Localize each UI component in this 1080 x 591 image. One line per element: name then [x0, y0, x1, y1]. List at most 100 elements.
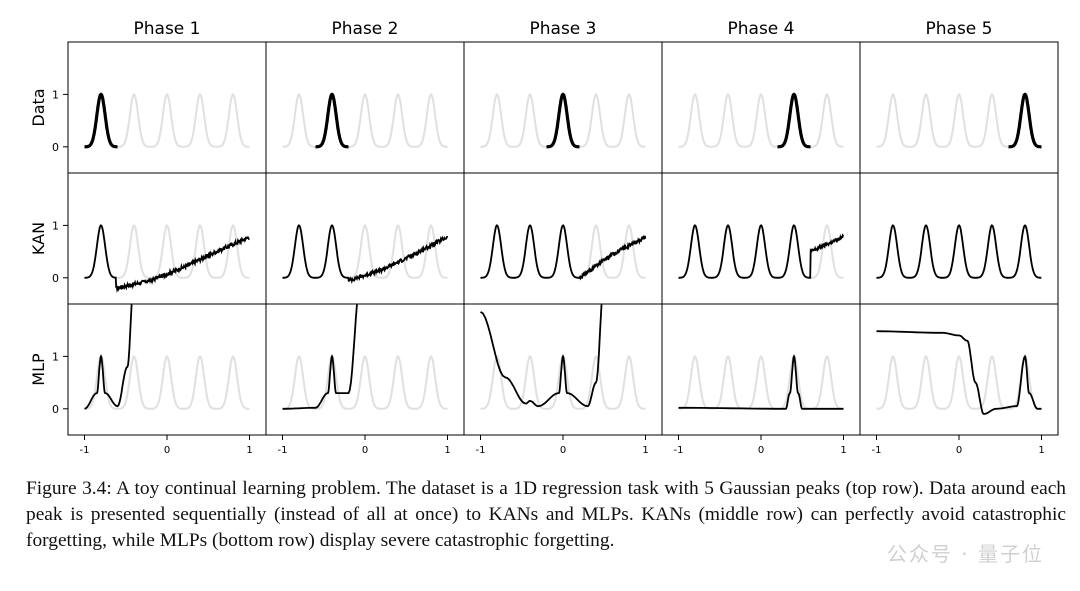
- ground-truth-peak: [744, 355, 778, 410]
- mlp-prediction-line: [480, 304, 603, 408]
- kan-prediction-line: [282, 224, 449, 285]
- x-tick-label: -1: [278, 445, 288, 456]
- ground-truth-peak: [513, 93, 547, 148]
- ground-truth-peak: [942, 224, 976, 279]
- column-title-phase-1: Phase 1: [134, 19, 201, 39]
- panel-kan-phase-5: [876, 224, 1042, 279]
- ground-truth-peak: [150, 355, 184, 410]
- column-title-phase-2: Phase 2: [332, 19, 399, 39]
- ground-truth-peak: [612, 355, 646, 410]
- ground-truth-peak: [480, 224, 514, 279]
- mlp-prediction-line: [876, 330, 1042, 415]
- x-tick-label: 1: [444, 445, 450, 456]
- x-tick-label: 1: [1038, 445, 1044, 456]
- mlp-prediction-line: [84, 304, 133, 410]
- ground-truth-peak: [117, 355, 151, 410]
- x-tick-label: -1: [80, 445, 90, 456]
- ground-truth-peak: [744, 224, 778, 279]
- ground-truth-peak: [183, 355, 217, 410]
- y-tick-label: 1: [52, 219, 59, 232]
- ground-truth-peak: [579, 224, 613, 279]
- panel-mlp-phase-5: [876, 330, 1042, 415]
- ground-truth-peak: [117, 224, 151, 279]
- ground-truth-peak: [381, 355, 415, 410]
- ground-truth-peak: [381, 93, 415, 148]
- ground-truth-peak: [942, 93, 976, 148]
- x-tick-label: 0: [164, 445, 170, 456]
- ground-truth-peak: [381, 224, 415, 279]
- x-tick-label: 0: [956, 445, 962, 456]
- mlp-prediction-line: [678, 354, 844, 410]
- panel-kan-phase-3: [480, 224, 647, 281]
- ground-truth-peak: [282, 224, 316, 279]
- ground-truth-peak: [282, 93, 316, 148]
- ground-truth-peak: [315, 224, 349, 279]
- data-peak-phase-3: [546, 92, 580, 149]
- x-tick-label: -1: [476, 445, 486, 456]
- x-tick-label: 1: [642, 445, 648, 456]
- ground-truth-peak: [216, 355, 250, 410]
- kan-prediction-line: [480, 224, 647, 281]
- ground-truth-peak: [414, 355, 448, 410]
- x-tick-label: 0: [758, 445, 764, 456]
- column-title-phase-4: Phase 4: [728, 19, 795, 39]
- ground-truth-peak: [414, 93, 448, 148]
- ground-truth-peak: [513, 355, 547, 410]
- column-title-phase-5: Phase 5: [926, 19, 993, 39]
- ground-truth-peak: [678, 355, 712, 410]
- ground-truth-peak: [678, 93, 712, 148]
- ground-truth-peak: [777, 355, 811, 410]
- ground-truth-peak: [1008, 224, 1042, 279]
- ground-truth-peak: [975, 224, 1009, 279]
- ground-truth-peak: [1008, 355, 1042, 410]
- y-tick-label: 1: [52, 350, 59, 363]
- ground-truth-peak: [909, 93, 943, 148]
- ground-truth-peak: [711, 355, 745, 410]
- ground-truth-peak: [777, 224, 811, 279]
- y-tick-label: 0: [52, 403, 59, 416]
- row-label-kan: KAN: [29, 222, 48, 255]
- ground-truth-peak: [876, 355, 910, 410]
- figure-caption: Figure 3.4: A toy continual learning pro…: [26, 478, 1066, 551]
- ground-truth-peak: [414, 224, 448, 279]
- ground-truth-peak: [117, 93, 151, 148]
- y-tick-label: 0: [52, 141, 59, 154]
- panel-mlp-phase-1: [84, 304, 250, 410]
- ground-truth-peak: [942, 355, 976, 410]
- figure-canvas: Phase 1 Phase 2 Phase 3 Phase 4 Phase 5 Data K…: [29, 19, 1059, 456]
- ground-truth-peak: [579, 355, 613, 410]
- data-peak-phase-2: [315, 92, 349, 149]
- x-tick-label: 1: [246, 445, 252, 456]
- ground-truth-peak: [150, 93, 184, 148]
- ground-truth-peak: [183, 224, 217, 279]
- ground-truth-peak: [216, 224, 250, 279]
- ground-truth-peak: [348, 355, 382, 410]
- ground-truth-peak: [744, 93, 778, 148]
- column-title-phase-3: Phase 3: [530, 19, 597, 39]
- ground-truth-peak: [612, 93, 646, 148]
- ground-truth-peak: [876, 224, 910, 279]
- ground-truth-peak: [810, 93, 844, 148]
- ground-truth-peak: [282, 355, 316, 410]
- ground-truth-peak: [513, 224, 547, 279]
- x-tick-label: 0: [560, 445, 566, 456]
- ground-truth-peak: [546, 224, 580, 279]
- ground-truth-peak: [183, 93, 217, 148]
- row-label-mlp: MLP: [29, 353, 48, 386]
- ground-truth-peak: [678, 224, 712, 279]
- x-tick-label: -1: [674, 445, 684, 456]
- kan-prediction-line: [678, 224, 845, 279]
- x-tick-label: -1: [872, 445, 882, 456]
- panel-data-phase-1: [84, 92, 250, 149]
- row-label-data: Data: [29, 88, 48, 126]
- ground-truth-peak: [876, 93, 910, 148]
- ground-truth-peak: [612, 224, 646, 279]
- panel-kan-phase-1: [84, 224, 250, 294]
- ground-truth-peak: [480, 355, 514, 410]
- y-tick-label: 1: [52, 88, 59, 101]
- x-tick-label: 1: [840, 445, 846, 456]
- data-peak-phase-5: [1008, 92, 1042, 149]
- ground-truth-peak: [546, 355, 580, 410]
- panel-mlp-phase-4: [678, 354, 844, 410]
- ground-truth-peak: [711, 224, 745, 279]
